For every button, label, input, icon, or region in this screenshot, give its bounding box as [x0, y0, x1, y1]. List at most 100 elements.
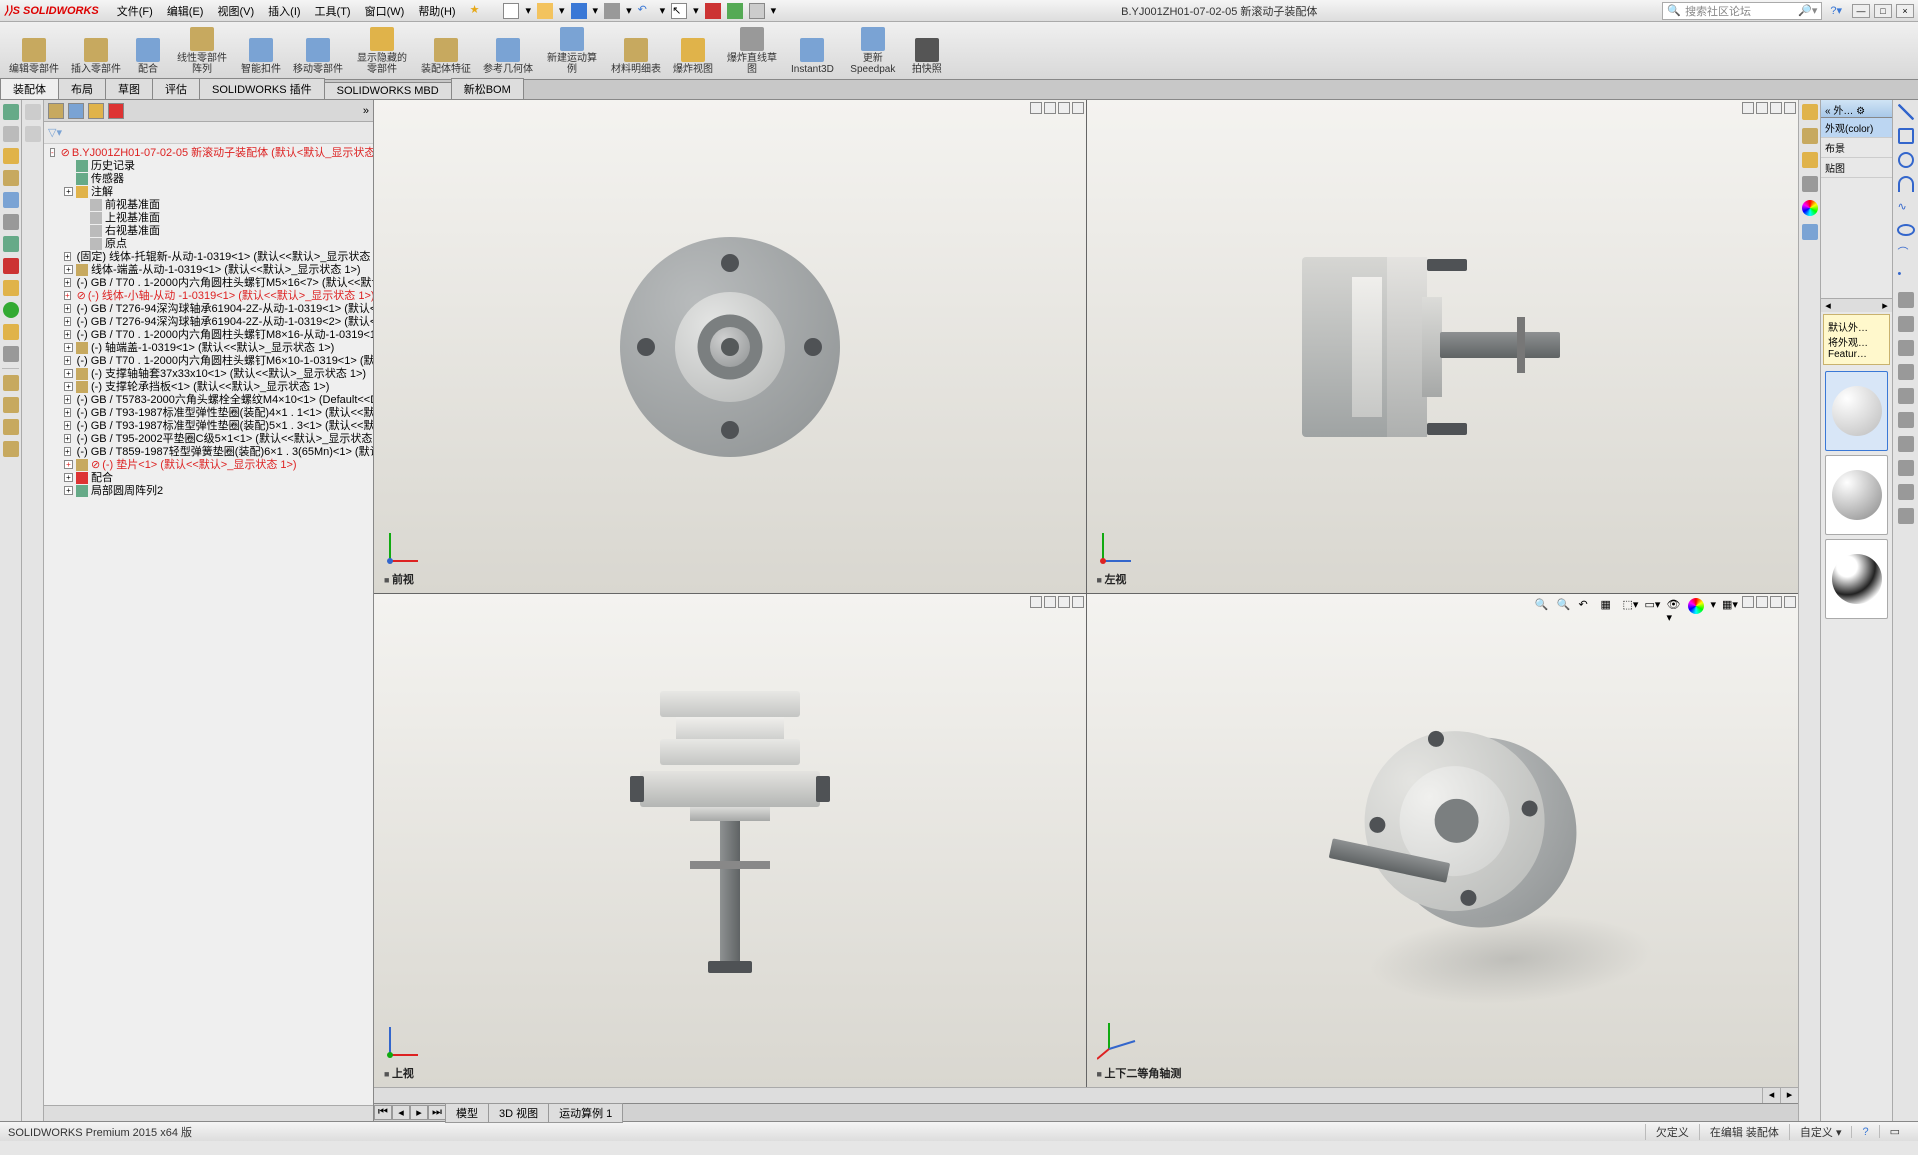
viewport-restore-icon[interactable]	[1770, 596, 1782, 608]
minimize-button[interactable]: —	[1852, 4, 1870, 18]
scene-icon[interactable]: ▦▾	[1722, 598, 1738, 614]
appearance-icon[interactable]	[1688, 598, 1704, 614]
tree-row[interactable]: 原点	[46, 237, 373, 250]
expand-icon[interactable]: +	[64, 382, 73, 391]
tree-row[interactable]: +局部圆周阵列2	[46, 484, 373, 497]
expand-icon[interactable]: +	[64, 343, 73, 352]
rebuild-green-icon[interactable]	[727, 3, 743, 19]
options-icon[interactable]	[749, 3, 765, 19]
viewport-max-icon[interactable]	[1756, 102, 1768, 114]
tree-row[interactable]: +(固定) 线体-托辊新-从动-1-0319<1> (默认<<默认>_显示状态 …	[46, 250, 373, 263]
ribbon-button[interactable]: 插入零部件	[66, 24, 126, 78]
tool-icon[interactable]	[3, 397, 19, 413]
section-icon[interactable]: ▦	[1600, 598, 1616, 614]
ribbon-button[interactable]: 材料明细表	[606, 24, 666, 78]
file-explorer-tab-icon[interactable]	[1802, 152, 1818, 168]
tool-icon[interactable]	[3, 302, 19, 318]
expand-icon[interactable]: +	[64, 408, 71, 417]
viewport-close-icon[interactable]	[1784, 596, 1796, 608]
tool-icon[interactable]	[3, 346, 19, 362]
command-tab[interactable]: 评估	[152, 78, 200, 99]
ribbon-button[interactable]: 更新Speedpak	[841, 24, 905, 78]
undo-icon[interactable]: ↶	[638, 3, 654, 19]
fillet-icon[interactable]: ⌒	[1898, 244, 1914, 260]
maximize-button[interactable]: □	[1874, 4, 1892, 18]
fm-display-tab-icon[interactable]	[108, 103, 124, 119]
print-icon[interactable]	[604, 3, 620, 19]
command-tab[interactable]: 布局	[58, 78, 106, 99]
tree-row[interactable]: +⊘(-) 线体-小轴-从动 -1-0319<1> (默认<<默认>_显示状态 …	[46, 289, 373, 302]
fm-prop-tab-icon[interactable]	[68, 103, 84, 119]
expand-icon[interactable]: +	[64, 473, 73, 482]
tree-row[interactable]: +(-) GB / T276-94深沟球轴承61904-2Z-从动-1-0319…	[46, 302, 373, 315]
tab-first-icon[interactable]: ⏮	[374, 1105, 392, 1120]
tree-row[interactable]: +(-) GB / T93-1987标准型弹性垫圈(装配)5×1 . 3<1> …	[46, 419, 373, 432]
view-palette-tab-icon[interactable]	[1802, 176, 1818, 192]
select-icon[interactable]: ↖	[671, 3, 687, 19]
command-tab[interactable]: SOLIDWORKS MBD	[324, 82, 452, 99]
ribbon-button[interactable]: 移动零部件	[288, 24, 348, 78]
scroll-left-icon[interactable]: ◂	[1821, 299, 1835, 312]
tree-row[interactable]: +(-) GB / T5783-2000六角头螺栓全螺纹M4×10<1> (De…	[46, 393, 373, 406]
tool-icon[interactable]	[1898, 412, 1914, 428]
prev-view-icon[interactable]: ↶	[1578, 598, 1594, 614]
close-button[interactable]: ×	[1896, 4, 1914, 18]
menu-window[interactable]: 窗口(W)	[359, 1, 411, 21]
fm-config-tab-icon[interactable]	[88, 103, 104, 119]
help-icon[interactable]: ?▾	[1830, 4, 1842, 17]
ribbon-button[interactable]: Instant3D	[786, 24, 839, 78]
tool-icon[interactable]	[1898, 436, 1914, 452]
expand-icon[interactable]: +	[64, 291, 71, 300]
tool-icon[interactable]	[3, 214, 19, 230]
design-lib-tab-icon[interactable]	[1802, 128, 1818, 144]
doc-tab-motion[interactable]: 运动算例 1	[548, 1103, 623, 1123]
doc-tab-model[interactable]: 模型	[445, 1103, 489, 1123]
tool-icon[interactable]	[1898, 364, 1914, 380]
appearance-thumb[interactable]	[1825, 371, 1888, 451]
appearance-thumb[interactable]	[1825, 455, 1888, 535]
tree-row[interactable]: +(-) GB / T276-94深沟球轴承61904-2Z-从动-1-0319…	[46, 315, 373, 328]
viewport-front[interactable]: 前视	[374, 100, 1086, 593]
scene-tab[interactable]: 布景	[1821, 138, 1892, 158]
fm-tree-tab-icon[interactable]	[48, 103, 64, 119]
menu-view[interactable]: 视图(V)	[211, 1, 260, 21]
expand-icon[interactable]: +	[64, 252, 71, 261]
rect-icon[interactable]	[1898, 128, 1914, 144]
expand-icon[interactable]: +	[64, 278, 71, 287]
tree-row[interactable]: +配合	[46, 471, 373, 484]
expand-icon[interactable]: +	[64, 434, 71, 443]
menu-star-icon[interactable]: ★	[464, 1, 486, 21]
tool-icon[interactable]	[1898, 388, 1914, 404]
tree-row[interactable]: +(-) 轴端盖-1-0319<1> (默认<<默认>_显示状态 1>)	[46, 341, 373, 354]
tool-icon[interactable]	[1898, 508, 1914, 524]
dropdown-icon[interactable]: ▾	[660, 4, 666, 17]
tool-icon[interactable]	[25, 104, 41, 120]
tree-row[interactable]: +(-) GB / T70 . 1-2000内六角圆柱头螺钉M5×16<7> (…	[46, 276, 373, 289]
viewport-close-icon[interactable]	[1784, 102, 1796, 114]
command-tab[interactable]: 新松BOM	[451, 78, 524, 99]
command-tab[interactable]: SOLIDWORKS 插件	[199, 78, 325, 99]
tool-icon[interactable]	[3, 258, 19, 274]
tool-icon[interactable]	[3, 148, 19, 164]
scroll-left-icon[interactable]: ◂	[1762, 1088, 1780, 1103]
menu-edit[interactable]: 编辑(E)	[161, 1, 210, 21]
tree-row[interactable]: +(-) GB / T70 . 1-2000内六角圆柱头螺钉M6×10-1-03…	[46, 354, 373, 367]
tool-icon[interactable]	[3, 170, 19, 186]
expand-icon[interactable]: +	[64, 356, 71, 365]
viewport-windowed-icon[interactable]	[1030, 102, 1042, 114]
view-orient-icon[interactable]: ⬚▾	[1622, 598, 1638, 614]
scroll-right-icon[interactable]: ▸	[1878, 299, 1892, 312]
dropdown-icon[interactable]: ▾	[693, 4, 699, 17]
tool-icon[interactable]	[3, 236, 19, 252]
status-custom[interactable]: 自定义 ▾	[1789, 1124, 1852, 1140]
expand-icon[interactable]: +	[64, 395, 71, 404]
resources-tab-icon[interactable]	[1802, 104, 1818, 120]
dropdown-icon[interactable]: ▾	[626, 4, 632, 17]
viewport-restore-icon[interactable]	[1058, 596, 1070, 608]
tool-icon[interactable]	[3, 126, 19, 142]
expand-icon[interactable]: +	[64, 317, 71, 326]
arc-icon[interactable]	[1898, 176, 1914, 192]
viewport-restore-icon[interactable]	[1058, 102, 1070, 114]
tab-prev-icon[interactable]: ◂	[392, 1105, 410, 1120]
tool-icon[interactable]	[1898, 484, 1914, 500]
